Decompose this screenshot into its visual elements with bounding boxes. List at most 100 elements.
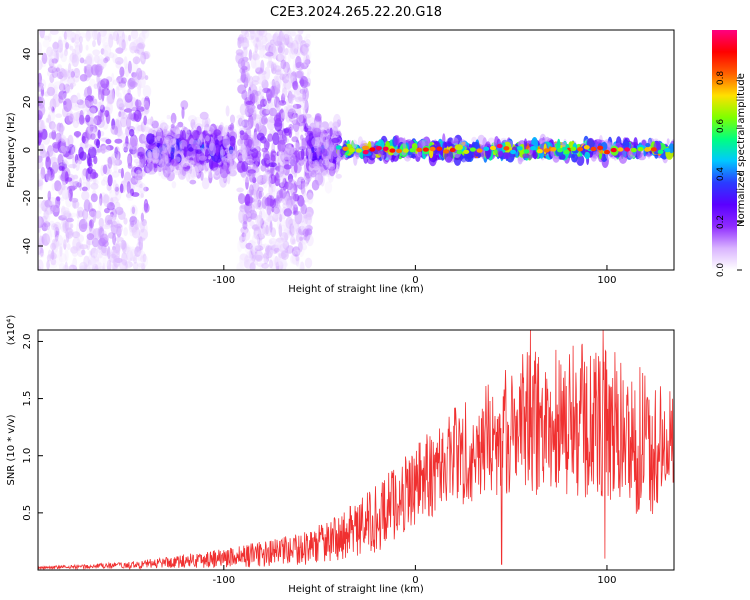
spectrogram-cell: [121, 77, 127, 84]
spectrogram-cell: [102, 224, 111, 230]
spectrogram-cell: [302, 106, 307, 117]
spectrogram-cell: [291, 136, 299, 143]
spectrogram-cell: [249, 220, 255, 227]
spectrogram-cell: [119, 66, 125, 77]
spectrogram-cell: [225, 105, 230, 117]
spectrogram-cell: [269, 85, 275, 98]
spectrogram-cell: [254, 30, 263, 42]
spectrogram-cell: [571, 153, 578, 163]
spectrogram-cell: [176, 133, 182, 140]
spectrogram-cell: [280, 257, 287, 270]
spectrogram-cell: [264, 227, 273, 237]
spectrogram-cell: [291, 238, 297, 245]
spectrogram-cell: [304, 122, 309, 133]
spectrogram-cell: [280, 232, 289, 243]
spectrogram-cell: [49, 30, 59, 35]
spectrogram-cell: [73, 50, 79, 64]
spectrogram-cell: [209, 140, 214, 152]
spectrogram-cell: [70, 246, 78, 254]
spectrogram-cell: [71, 48, 77, 60]
spectrogram-cell: [142, 253, 147, 263]
spectrogram-cell: [147, 117, 153, 126]
spectrogram-cell: [98, 198, 102, 213]
spectrogram-cell: [41, 233, 51, 246]
spectrogram-cell: [273, 206, 280, 215]
spectrogram-ridge-cell: [597, 145, 604, 150]
spectrogram-cell: [278, 134, 288, 145]
spectrogram-cell: [244, 255, 250, 263]
spectrogram-cell: [280, 239, 284, 253]
spectrogram-cell: [292, 250, 296, 256]
spectrogram-cell: [46, 46, 54, 57]
spectrogram-cell: [244, 30, 252, 33]
spectrogram-cell: [301, 179, 306, 194]
spectrogram-cell: [220, 122, 224, 128]
spectrogram-cell: [267, 214, 274, 223]
spectrogram-cell: [123, 227, 128, 237]
spectrogram-cell: [170, 112, 177, 124]
spectrogram-cell: [74, 153, 79, 164]
spectrogram-cell: [129, 256, 136, 262]
spectrogram-cell: [39, 177, 44, 191]
spectrogram-cell: [127, 196, 134, 201]
spectrogram-ridge-cell: [376, 146, 382, 151]
spectrogram-cell: [239, 253, 247, 264]
spectrogram-cell: [140, 255, 146, 263]
spectrogram-cell: [183, 146, 187, 158]
spectrogram-cell: [111, 92, 115, 100]
spectrogram-cell: [333, 113, 341, 128]
spectrogram-cell: [114, 146, 120, 154]
snr-y-tick-label: 0.5: [22, 505, 33, 521]
spectrogram-cell: [110, 196, 119, 204]
spectrogram-cell: [278, 252, 287, 259]
spectrogram-cell: [52, 239, 61, 250]
spectrogram-cell: [93, 98, 98, 105]
spectrogram-cell: [61, 185, 70, 200]
spectrogram-cell: [282, 240, 287, 246]
spectrogram-cell: [300, 86, 307, 99]
spectrogram-plot-area: [38, 30, 674, 270]
spectrogram-cell: [242, 147, 249, 160]
spectrogram-cell: [251, 80, 259, 86]
spectrogram-cell: [107, 174, 113, 187]
spectrogram-cell: [38, 241, 41, 252]
spectrogram-cell: [136, 67, 143, 81]
spectrogram-cell: [83, 92, 88, 98]
spectrogram-cell: [162, 123, 169, 130]
spectrogram-cell: [38, 104, 46, 116]
spectrogram-cell: [283, 79, 292, 90]
spectrogram-cell: [287, 30, 291, 36]
spectrogram-cell: [70, 68, 74, 79]
spectrogram-cell: [57, 36, 63, 50]
spectrogram-cell: [312, 127, 322, 137]
spectrogram-ridge-cell: [650, 147, 657, 152]
spectrogram-ridge-cell: [624, 147, 631, 152]
spectrogram-cell: [289, 159, 296, 167]
spectrogram-ridge-cell: [536, 149, 543, 154]
spectrogram-cell: [141, 30, 148, 34]
spectrogram-cell: [79, 244, 89, 250]
spectrogram-ridge-cell: [396, 148, 403, 154]
spectrogram-cell: [283, 164, 292, 170]
spectrogram-cell: [252, 223, 261, 232]
spectrogram-cell: [81, 190, 90, 201]
spectrogram-cell: [273, 65, 282, 73]
spectrogram-cell: [117, 30, 125, 38]
spectrogram-cell: [295, 232, 300, 243]
spectrogram-cell: [213, 129, 221, 136]
spectrogram-cell: [162, 139, 169, 153]
spectrogram-cell: [268, 174, 277, 185]
spectrogram-cell: [51, 122, 56, 133]
spectrogram-cell: [51, 106, 55, 113]
spectrogram-cell: [59, 78, 64, 92]
spectrogram-cell: [208, 171, 213, 184]
spectrogram-cell: [110, 220, 119, 235]
spectrogram-cell: [66, 217, 74, 223]
spectrogram-cell: [114, 57, 124, 65]
spectrogram-cell: [240, 34, 247, 44]
spectrogram-cell: [248, 115, 254, 129]
spectrogram-cell: [260, 243, 265, 250]
spectrogram-cell: [51, 124, 60, 132]
spectrogram-cell: [175, 128, 180, 139]
spectrogram-cell: [93, 54, 100, 64]
